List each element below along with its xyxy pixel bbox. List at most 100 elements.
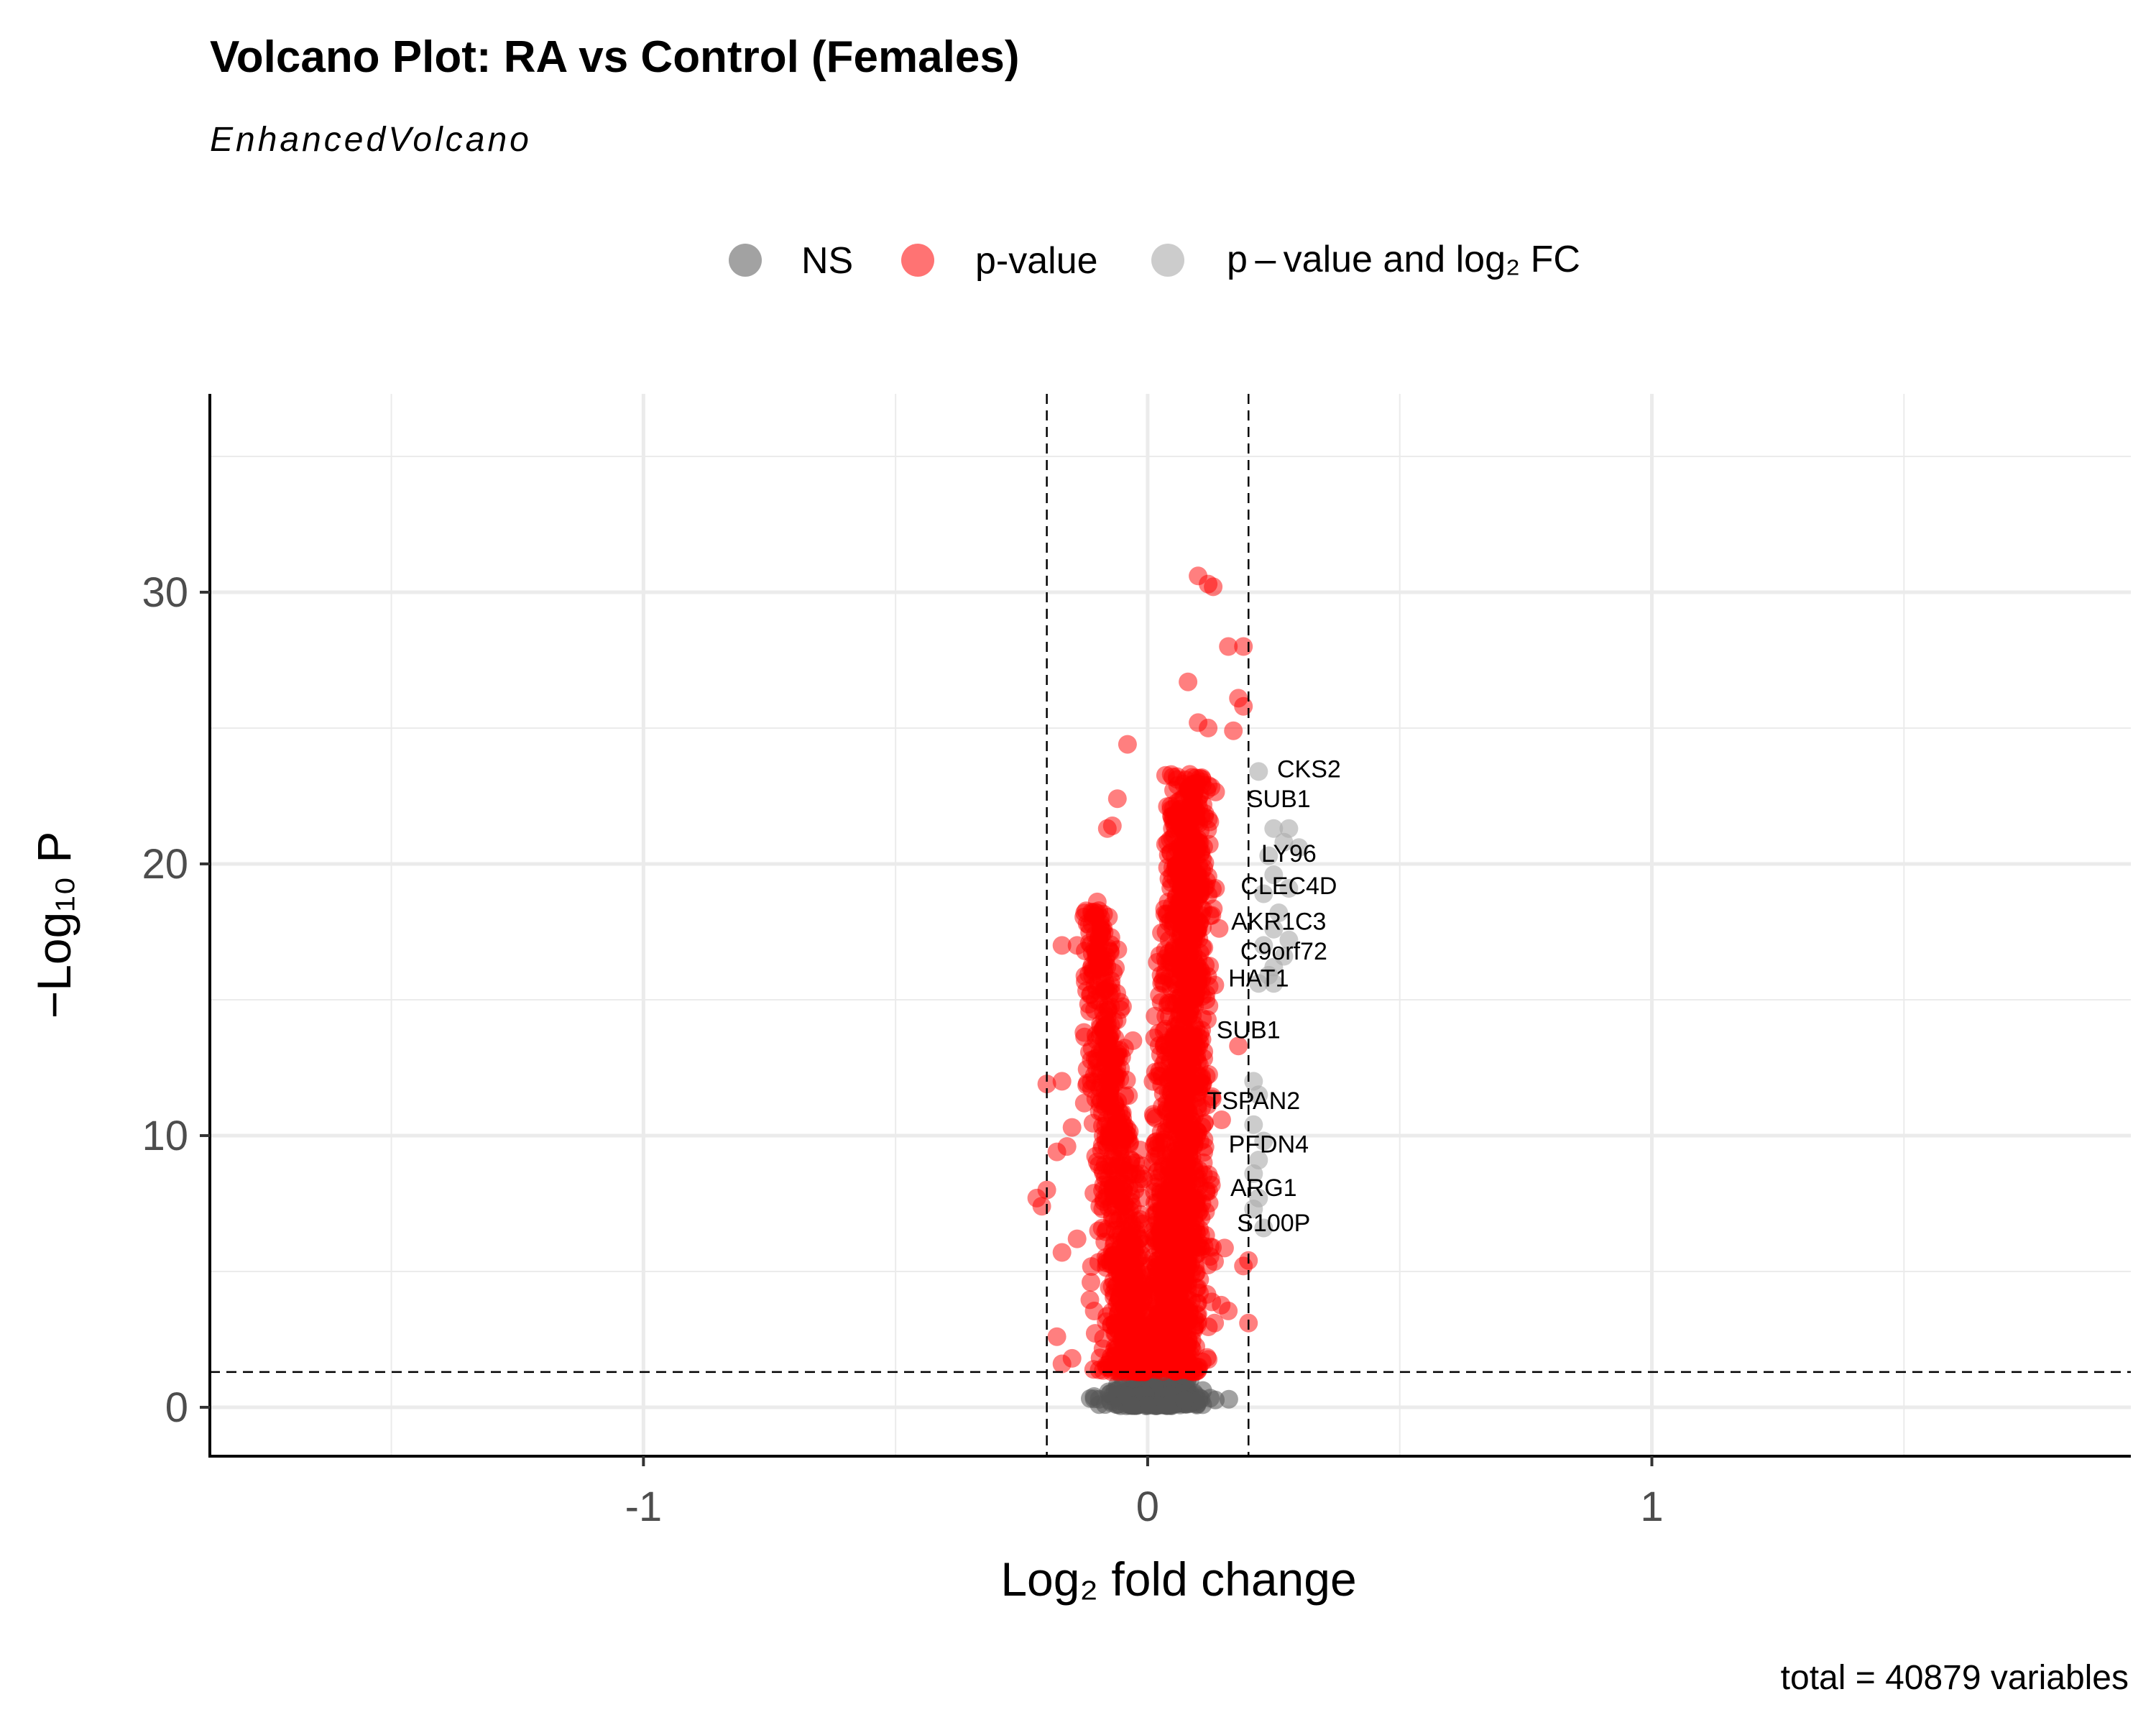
point-pvalue-fc [1254,1218,1273,1238]
legend-dot-pvalue [901,244,934,277]
point-pvalue [1067,1229,1087,1248]
point-pvalue-fc [1264,865,1284,885]
legend-label-ns: NS [801,240,853,282]
point-pvalue [1199,718,1218,737]
point-pvalue [1200,812,1220,832]
point-pvalue [1164,811,1184,830]
point-pvalue [1095,972,1115,992]
point-pvalue [1234,696,1253,716]
point-pvalue [1077,914,1097,934]
point-pvalue [1146,1062,1165,1082]
point-pvalue [1106,958,1125,978]
y-tick-label: 0 [165,1384,188,1431]
gene-label: SUB1 [1217,1017,1281,1044]
point-pvalue [1175,1316,1194,1335]
point-pvalue-fc [1289,838,1309,857]
point-pvalue [1080,1290,1100,1310]
point-pvalue [1187,880,1206,899]
point-pvalue [1219,637,1238,656]
point-pvalue-fc [1264,919,1284,939]
point-pvalue [1092,1023,1111,1042]
point-pvalue [1076,972,1095,991]
y-axis-title: −Log₁₀ P [27,832,80,1019]
legend: NS p-value p – value and log₂ FC [729,239,1580,282]
point-pvalue [1219,1301,1238,1320]
gene-label: CLEC4D [1240,873,1337,900]
gene-label: LY96 [1261,840,1317,868]
point-pvalue [1097,819,1117,838]
point-pvalue [1164,1233,1184,1253]
point-pvalue [1085,990,1105,1009]
point-pvalue-fc [1274,832,1294,852]
point-pvalue [1156,834,1175,854]
legend-label-pvalue: p-value [975,240,1098,282]
gene-label: C9orf72 [1240,938,1327,965]
point-pvalue [1166,1206,1185,1225]
point-pvalue [1189,856,1209,875]
point-pvalue [1170,1276,1189,1296]
point-pvalue [1052,1354,1072,1374]
point-pvalue [1062,1118,1082,1137]
y-tick-label: 10 [142,1113,188,1159]
point-pvalue [1120,1361,1140,1380]
point-pvalue [1085,1049,1105,1068]
point-pvalue [1194,1236,1214,1256]
point-pvalue-fc [1249,1085,1268,1105]
point-ns [1189,1391,1209,1410]
point-pvalue [1189,839,1208,858]
point-pvalue [1082,1273,1100,1292]
point-pvalue [1119,1213,1138,1233]
point-pvalue [1204,577,1223,597]
gene-label: S100P [1237,1210,1310,1237]
point-pvalue [1087,1152,1107,1172]
x-tick-label: 1 [1640,1484,1663,1530]
point-pvalue [1189,1358,1209,1376]
legend-label-pvalue-fc: p – value and log₂ FC [1227,239,1580,280]
point-pvalue [1161,1148,1181,1167]
point-pvalue [1152,1133,1171,1152]
point-pvalue-fc [1264,974,1284,993]
x-tick-label: 0 [1136,1484,1159,1530]
point-pvalue [1148,1298,1167,1317]
point-pvalue [1153,972,1172,991]
data-points [1027,566,1309,1416]
point-pvalue [1205,1252,1224,1271]
point-pvalue [1171,1185,1190,1205]
point-pvalue [1229,1036,1248,1056]
point-pvalue [1115,1266,1133,1286]
point-pvalue [1032,1197,1051,1216]
point-ns [1175,1390,1194,1409]
point-pvalue [1195,1113,1214,1133]
point-pvalue [1199,1193,1219,1213]
point-pvalue-fc [1279,930,1299,949]
point-pvalue-fc [1254,884,1273,903]
point-pvalue [1095,923,1114,942]
point-pvalue [1120,1133,1139,1152]
point-pvalue [1087,892,1107,911]
point-pvalue [1090,1348,1110,1368]
y-tick-label: 30 [142,569,188,616]
point-pvalue-fc [1264,819,1284,838]
point-pvalue [1067,936,1087,955]
point-pvalue [1176,1064,1195,1084]
point-pvalue [1146,1333,1166,1352]
point-pvalue [1215,1238,1234,1258]
point-pvalue [1167,981,1187,1000]
gene-label: AKR1C3 [1231,908,1326,935]
point-pvalue [1197,985,1216,1003]
point-pvalue [1147,1193,1166,1213]
point-pvalue [1198,967,1217,986]
point-pvalue [1089,1253,1108,1272]
point-pvalue [1132,1156,1151,1175]
point-ns [1219,1389,1238,1409]
point-pvalue [1212,1110,1231,1129]
point-pvalue [1234,637,1253,656]
caption: total = 40879 variables [1781,1659,2129,1697]
point-pvalue-fc [1254,1131,1273,1151]
point-pvalue [1109,1167,1128,1187]
point-pvalue [1143,1264,1162,1283]
point-pvalue [1129,1174,1148,1193]
point-pvalue [1188,1278,1207,1297]
point-pvalue [1178,1024,1197,1044]
x-axis-title: Log₂ fold change [1000,1552,1356,1606]
